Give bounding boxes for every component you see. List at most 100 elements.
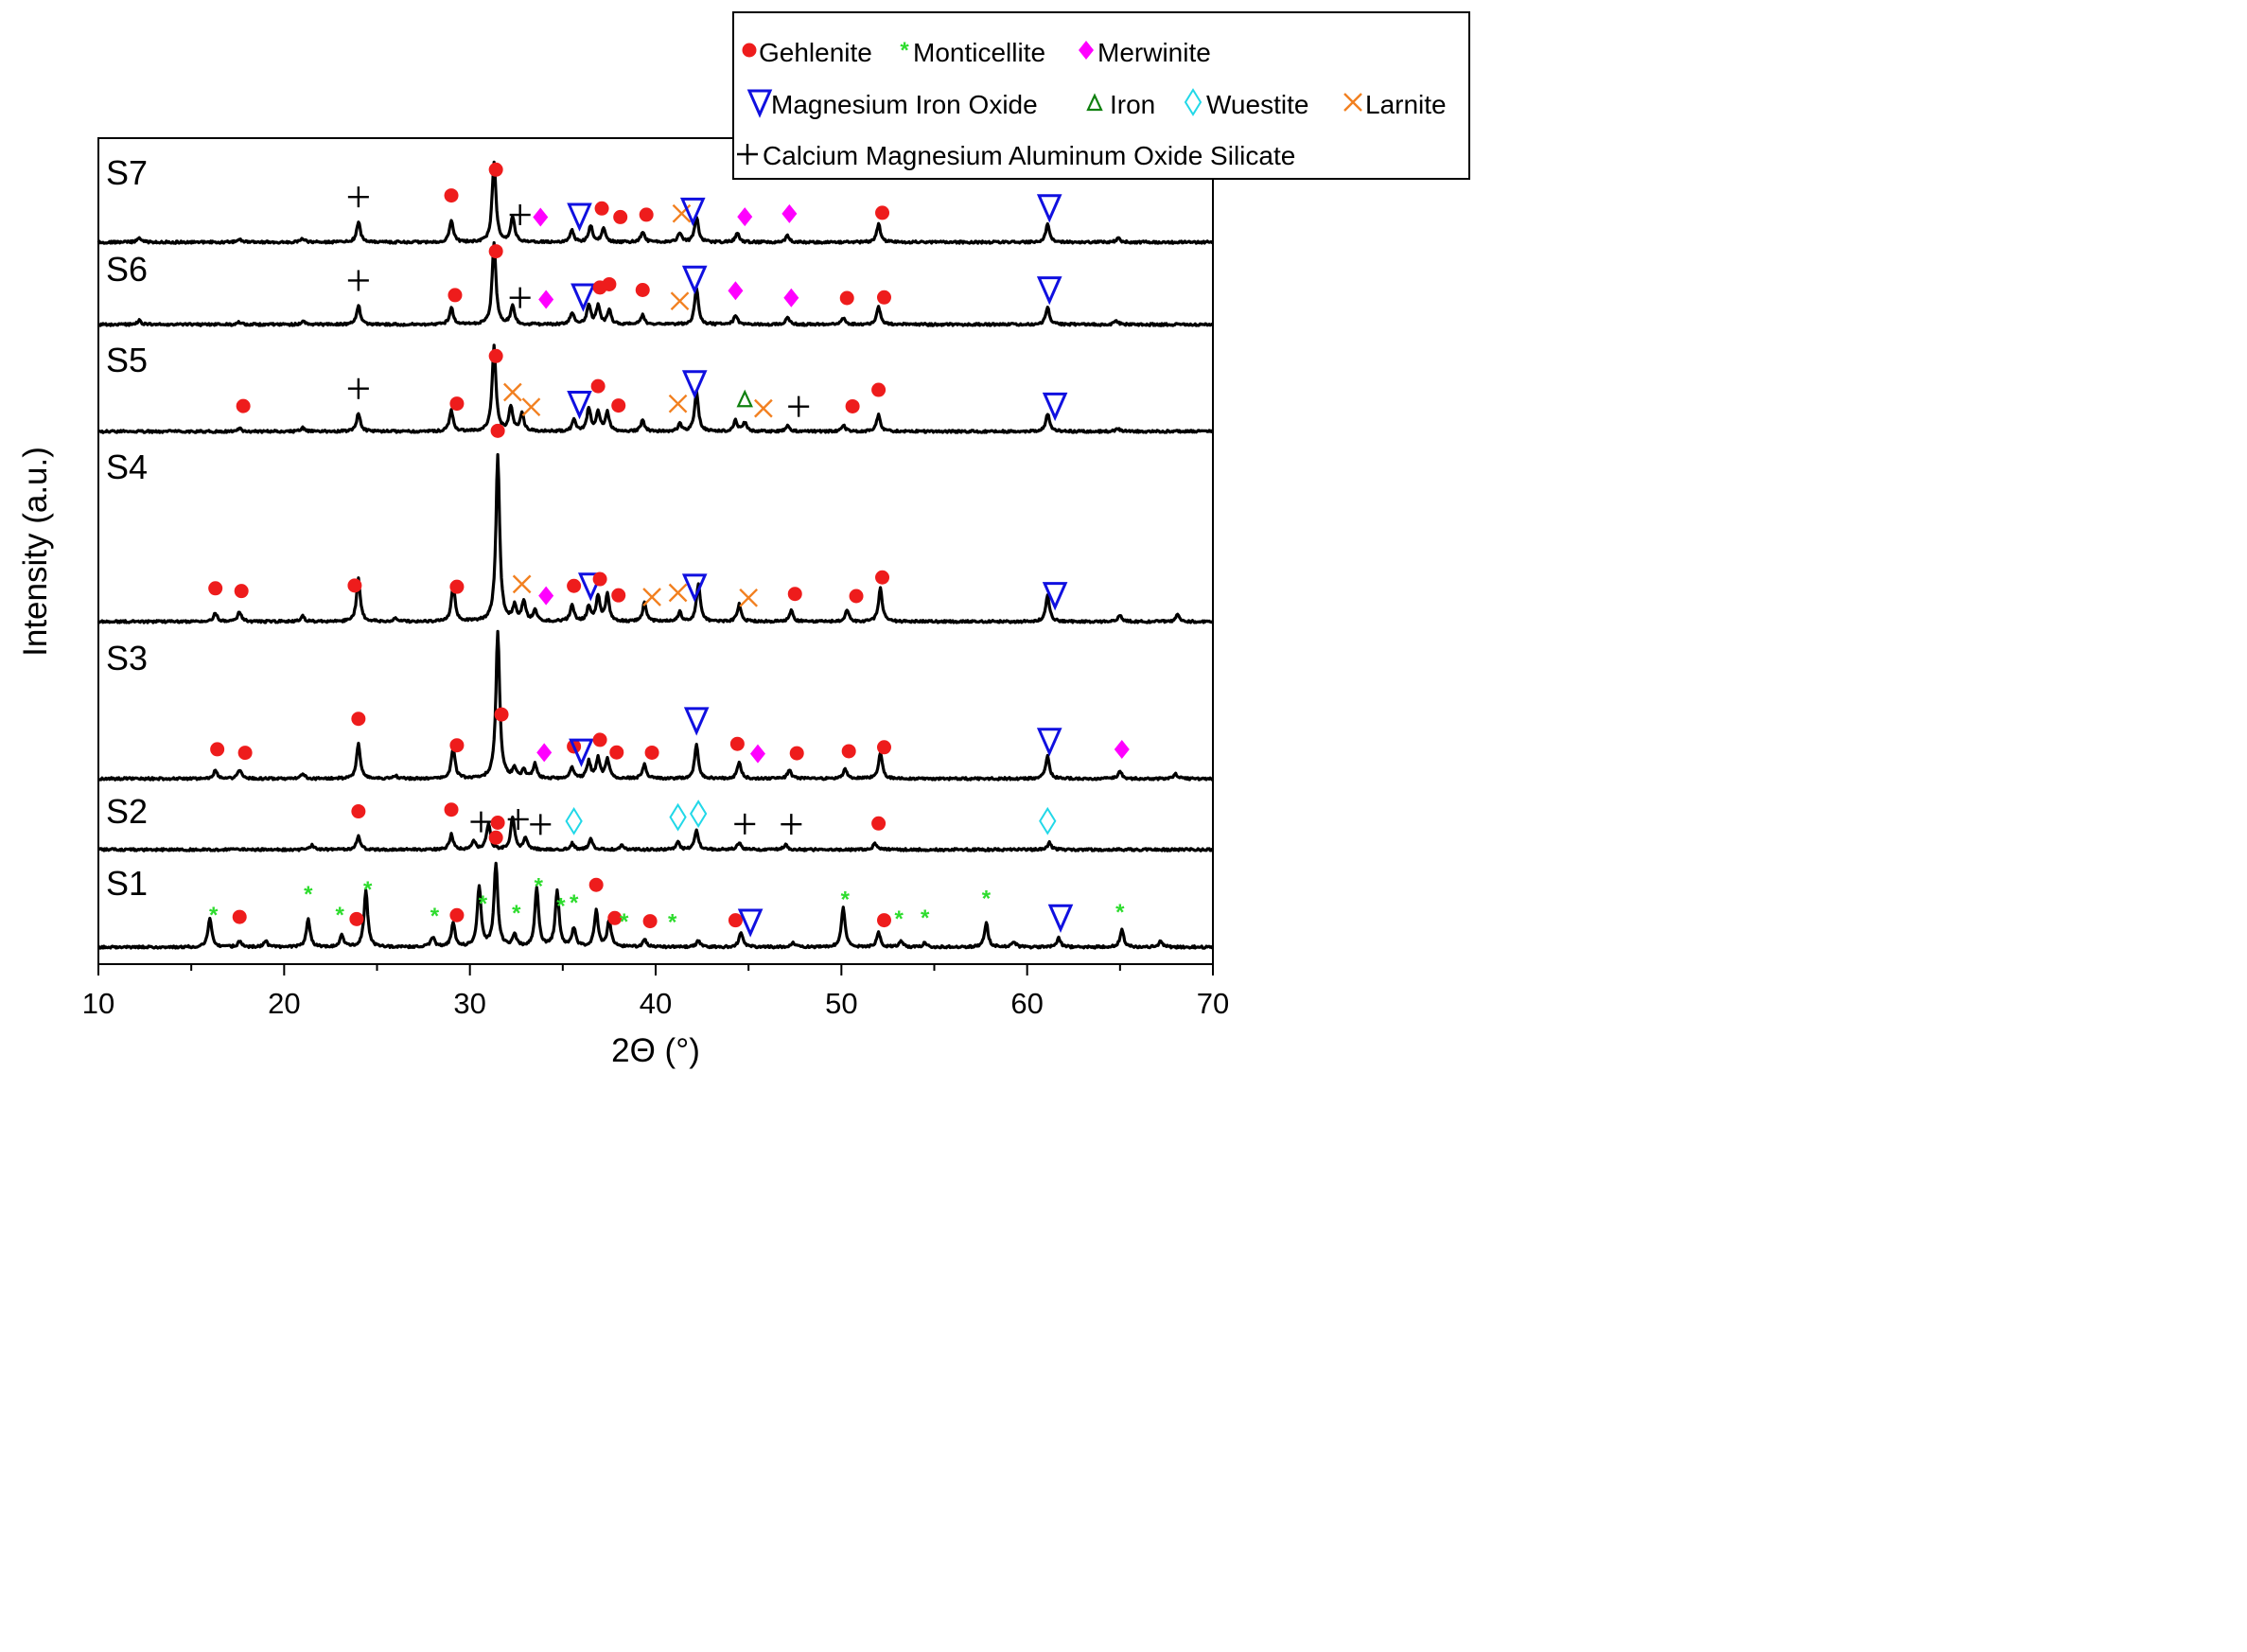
- marker-S3-merwinite-18: [1114, 740, 1130, 760]
- marker-S2-wuestite-7: [669, 802, 687, 832]
- marker-S4-gehlenite-10: [611, 588, 626, 603]
- marker-S2-cmas-9: [734, 813, 756, 835]
- x-tick-label-40: 40: [640, 987, 672, 1020]
- marker-S2-wuestite-8: [689, 800, 708, 828]
- series-trace-S3: [97, 629, 1215, 782]
- marker-S3-mgfeo-17: [1036, 728, 1062, 757]
- legend-icon-cmas: [737, 144, 758, 165]
- series-label-S5: S5: [106, 341, 148, 379]
- marker-S6-larnite-9: [670, 291, 690, 311]
- marker-S6-merwinite-11: [728, 281, 744, 301]
- marker-S1-mgfeo-26: [1047, 904, 1074, 933]
- marker-S5-gehlenite-0: [236, 398, 251, 413]
- legend-icon-wuestite: [1184, 88, 1202, 116]
- marker-S6-mgfeo-10: [681, 265, 708, 294]
- x-tick-label-50: 50: [825, 987, 857, 1020]
- legend-icon-mgfeo: [746, 89, 773, 118]
- marker-S3-gehlenite-15: [841, 744, 856, 759]
- marker-S5-mgfeo-6: [567, 391, 592, 420]
- marker-S2-cmas-5: [530, 814, 552, 835]
- legend-label-gehlenite: Gehlenite: [759, 38, 872, 67]
- marker-S1-gehlenite-4: [349, 911, 364, 926]
- marker-S5-larnite-12: [754, 398, 773, 418]
- marker-S4-mgfeo-13: [681, 573, 708, 603]
- legend-label-larnite: Larnite: [1365, 90, 1447, 119]
- marker-S1-monticellite-27: *: [1115, 900, 1125, 925]
- svg-text:*: *: [900, 38, 909, 63]
- svg-text:*: *: [841, 887, 851, 912]
- legend-item-wuestite: Wuestite: [1184, 88, 1308, 119]
- marker-S7-gehlenite-7: [613, 209, 628, 224]
- marker-S1-monticellite-2: *: [304, 882, 313, 907]
- marker-S7-mgfeo-14: [1036, 194, 1062, 223]
- marker-S6-merwinite-12: [783, 288, 799, 308]
- marker-S1-gehlenite-19: [728, 913, 743, 928]
- marker-S3-gehlenite-2: [351, 712, 366, 727]
- legend-label-merwinite: Merwinite: [1097, 38, 1211, 67]
- legend-label-monticellite: Monticellite: [913, 38, 1045, 67]
- legend-item-iron: Iron: [1086, 90, 1155, 119]
- series-trace-S6: [97, 240, 1215, 327]
- marker-S1-monticellite-23: *: [895, 906, 904, 932]
- marker-S7-cmas-3: [509, 204, 531, 226]
- marker-S4-gehlenite-15: [787, 587, 802, 602]
- legend-item-mgfeo: Magnesium Iron Oxide: [746, 89, 1038, 119]
- series-trace-S4: [97, 452, 1215, 624]
- marker-S1-monticellite-5: *: [363, 877, 373, 903]
- marker-S4-mgfeo-18: [1042, 582, 1068, 611]
- legend-item-merwinite: Merwinite: [1079, 38, 1211, 67]
- marker-S2-gehlenite-1: [444, 802, 459, 817]
- marker-S6-cmas-0: [347, 270, 369, 291]
- marker-S4-gehlenite-0: [208, 581, 223, 596]
- svg-text:*: *: [668, 910, 677, 936]
- marker-S5-gehlenite-2: [449, 396, 465, 412]
- series-trace-S5: [97, 343, 1214, 434]
- marker-S4-gehlenite-16: [849, 589, 864, 604]
- legend-icon-monticellite: *: [900, 38, 909, 63]
- x-axis: 10 20 30 40 50 60 70: [82, 964, 1229, 1020]
- marker-S1-gehlenite-9: [488, 830, 503, 845]
- marker-S6-gehlenite-13: [839, 290, 854, 306]
- marker-S5-iron-11: [736, 389, 753, 408]
- marker-S1-monticellite-25: *: [982, 886, 992, 911]
- svg-text:*: *: [620, 909, 629, 935]
- marker-S5-larnite-4: [502, 382, 522, 402]
- legend-item-gehlenite: Gehlenite: [742, 38, 872, 67]
- marker-S5-cmas-13: [788, 395, 810, 417]
- marker-S7-merwinite-4: [533, 207, 549, 227]
- marker-S4-gehlenite-4: [490, 423, 505, 438]
- marker-S1-monticellite-18: *: [668, 910, 677, 936]
- legend-item-monticellite: * Monticellite: [900, 38, 1045, 67]
- marker-S5-mgfeo-10: [681, 370, 708, 399]
- svg-text:*: *: [512, 901, 521, 926]
- svg-text:*: *: [1115, 900, 1125, 925]
- plot-frame: [97, 137, 1214, 965]
- x-axis-label: 2Θ (°): [611, 1032, 700, 1069]
- legend-icon-larnite: [1343, 93, 1362, 112]
- marker-S1-gehlenite-15: [607, 910, 623, 925]
- marker-S3-gehlenite-0: [210, 742, 225, 757]
- svg-text:*: *: [479, 891, 488, 917]
- marker-S6-cmas-3: [509, 287, 531, 308]
- svg-text:*: *: [535, 874, 544, 900]
- series-label-S3: S3: [106, 639, 148, 677]
- marker-S1-mgfeo-20: [737, 908, 764, 938]
- marker-S3-gehlenite-16: [876, 740, 891, 755]
- marker-S1-monticellite-24: *: [921, 905, 930, 931]
- legend: Gehlenite * Monticellite Merwinite Magnesium…: [732, 11, 1470, 180]
- marker-S5-gehlenite-14: [845, 398, 860, 413]
- series-trace-S1: [97, 861, 1214, 950]
- marker-S7-mgfeo-10: [679, 197, 706, 227]
- marker-S2-wuestite-6: [565, 806, 583, 835]
- series-trace-S2: [97, 815, 1214, 852]
- marker-S3-merwinite-5: [536, 743, 553, 763]
- marker-S4-gehlenite-7: [567, 578, 582, 593]
- marker-S4-gehlenite-9: [592, 571, 607, 587]
- marker-S6-gehlenite-7: [602, 276, 617, 291]
- marker-layer: ***** * *** ** *** ***: [208, 162, 1130, 938]
- marker-S7-gehlenite-6: [594, 201, 609, 216]
- marker-S4-larnite-11: [642, 588, 661, 606]
- marker-S4-mgfeo-8: [577, 572, 604, 602]
- marker-S1-gehlenite-1: [232, 909, 247, 924]
- marker-S3-gehlenite-9: [609, 745, 624, 760]
